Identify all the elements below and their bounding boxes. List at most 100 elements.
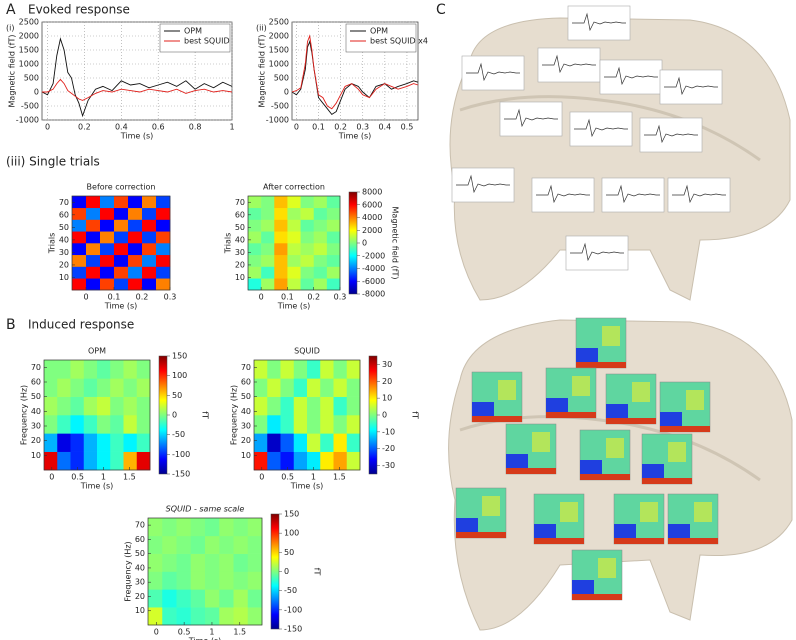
heatmap-cell <box>136 415 151 434</box>
heatmap-cell <box>254 396 268 416</box>
heatmap-cell <box>313 219 328 232</box>
inset-map-band <box>580 460 602 474</box>
y-tick-label: 50 <box>59 223 69 232</box>
heatmap-cell <box>307 451 321 471</box>
colorbar <box>270 513 280 630</box>
y-tick-label: 0 <box>34 88 39 97</box>
heatmap-cell <box>326 219 341 232</box>
heatmap-cell <box>72 243 87 256</box>
heatmap-cell <box>57 433 71 452</box>
heatmap-cell <box>300 278 315 291</box>
heatmap-cell <box>44 433 58 452</box>
heatmap-cell <box>114 243 129 256</box>
heatmap-cell <box>333 433 348 452</box>
heatmap-cell <box>333 396 348 416</box>
heatmap-cell <box>300 219 315 232</box>
y-tick-label: 70 <box>235 198 245 207</box>
colorbar-tick-label: 0 <box>382 411 387 420</box>
colorbar-tick-label: -50 <box>172 430 185 439</box>
heatmap-cell <box>97 396 111 416</box>
heatmap-cell <box>248 207 262 220</box>
inset-map-band <box>642 478 692 484</box>
heatmap-cell <box>320 415 334 434</box>
y-tick-label: 50 <box>31 392 41 401</box>
heatmap-cell <box>162 553 177 572</box>
heatmap-cell <box>86 231 101 244</box>
heatmap-cell <box>307 415 321 434</box>
plot-frame <box>71 195 171 291</box>
heatmap-cell <box>293 378 308 397</box>
x-tick-label: 1 <box>209 628 214 637</box>
y-axis-label: Trials <box>48 233 57 255</box>
heatmap-cell <box>267 360 281 379</box>
y-tick-label: 50 <box>135 549 145 558</box>
colorbar-tick-label: 4000 <box>362 213 382 222</box>
y-tick-label: 20 <box>31 436 41 445</box>
chart-title: After correction <box>263 183 325 192</box>
sensor-insets <box>451 5 731 601</box>
heatmap-cell <box>148 607 163 626</box>
heatmap-cell <box>86 278 101 291</box>
heatmap-cell <box>190 553 206 572</box>
heatmap-cell <box>86 254 101 267</box>
chart-title: OPM <box>88 347 106 356</box>
x-tick-label: 1.5 <box>233 628 246 637</box>
inset-map-band <box>614 524 636 538</box>
heatmap-cell <box>110 433 124 452</box>
heatmap-cell <box>346 378 361 397</box>
inset-trace <box>572 12 626 32</box>
heatmap-cell <box>293 415 308 434</box>
heatmap-cell <box>57 396 71 416</box>
inset-map-band <box>614 538 664 544</box>
x-tick-label: 0.5 <box>401 123 414 132</box>
heatmap-cell <box>326 254 341 267</box>
heatmap-cell <box>346 433 361 452</box>
y-tick-label: 2500 <box>19 18 39 27</box>
inset-trace <box>604 66 658 86</box>
heatmap-cell <box>136 378 151 397</box>
heatmap-cell <box>83 433 98 452</box>
heatmap-cell <box>142 196 157 209</box>
heatmap-cell <box>176 589 192 608</box>
heatmap-cell <box>313 207 328 220</box>
heatmap-cell <box>233 589 249 608</box>
heatmap-cell <box>44 378 58 397</box>
heatmap-cell <box>100 207 115 220</box>
colorbar-tick-label: 0 <box>172 411 177 420</box>
heatmap-cell <box>274 278 288 291</box>
heatmap-cell <box>313 243 328 256</box>
y-tick-label: 40 <box>241 407 251 416</box>
colorbar-tick-label: -30 <box>382 461 395 470</box>
colorbar <box>348 191 358 295</box>
colorbar-tick-label: 100 <box>172 371 187 380</box>
x-tick-label: 1 <box>101 473 106 482</box>
heatmap-cell <box>280 415 295 434</box>
heatmap-cell <box>320 360 334 379</box>
heatmap-cell <box>300 266 315 279</box>
x-axis-label: Time (s) <box>188 637 222 640</box>
inset-map-band <box>506 454 528 468</box>
inset-map-band <box>660 426 710 432</box>
heatmap-cell <box>247 607 263 626</box>
heatmap-cell <box>293 396 308 416</box>
heatmap-cell <box>190 589 206 608</box>
heatmap-cell <box>261 254 275 267</box>
heatmap-cell <box>287 231 301 244</box>
colorbar-tick-label: 0 <box>284 567 289 576</box>
heatmap-cell <box>176 553 192 572</box>
inset-trace <box>504 108 558 128</box>
inset-trace <box>664 76 718 96</box>
heatmap-cell <box>254 360 268 379</box>
y-tick-label: 2000 <box>269 32 289 41</box>
heatmap-cell <box>148 535 163 554</box>
heatmap-cell <box>100 278 115 291</box>
heatmap-cell <box>136 433 151 452</box>
heatmap-cell <box>261 231 275 244</box>
heatmap-cell <box>280 360 295 379</box>
heatmap-cell <box>313 266 328 279</box>
heatmap-cell <box>176 607 192 626</box>
heatmap-cell <box>114 278 129 291</box>
heatmap-cell <box>248 266 262 279</box>
heatmap-cell <box>156 219 171 232</box>
heatmap-cell <box>97 415 111 434</box>
